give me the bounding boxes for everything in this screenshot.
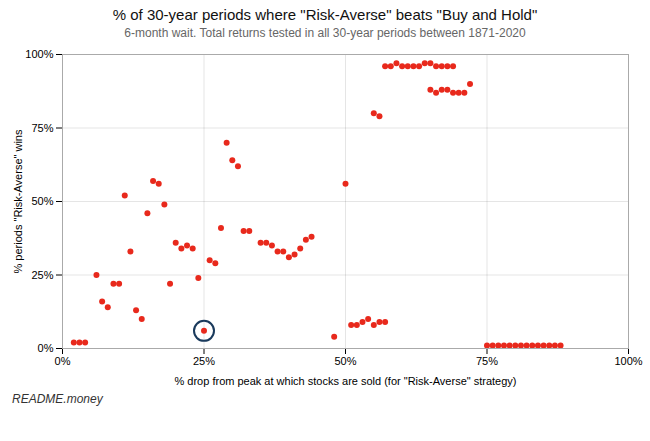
svg-text:75%: 75%	[31, 122, 53, 134]
svg-text:25%: 25%	[31, 269, 53, 281]
svg-text:% periods "Risk-Averse" wins: % periods "Risk-Averse" wins	[12, 129, 24, 273]
svg-text:50%: 50%	[334, 355, 356, 367]
html-text:% of 30-year periods where "Ri: % of 30-year periods where "Risk-Averse"…	[112, 6, 538, 23]
svg-text:0%: 0%	[38, 342, 54, 354]
svg-text:25%: 25%	[193, 355, 215, 367]
html-text:README.money: README.money	[12, 392, 103, 406]
svg-text:0%: 0%	[55, 355, 71, 367]
svg-text:% drop from peak at which stoc: % drop from peak at which stocks are sol…	[174, 375, 516, 387]
html-text:6-month wait. Total returns te: 6-month wait. Total returns tested in al…	[124, 26, 526, 40]
svg-text:75%: 75%	[476, 355, 498, 367]
svg-text:100%: 100%	[25, 48, 53, 60]
svg-text:50%: 50%	[31, 195, 53, 207]
svg-text:100%: 100%	[614, 355, 642, 367]
